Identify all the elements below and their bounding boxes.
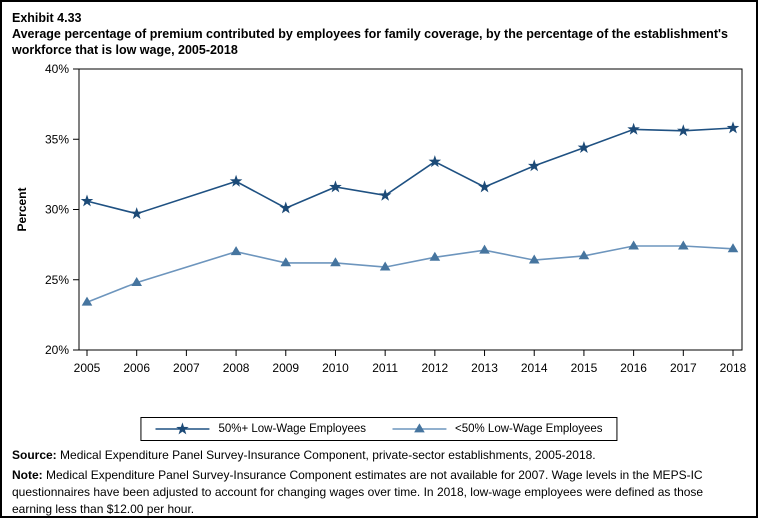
- triangle-marker: [628, 240, 639, 250]
- star-marker: [478, 180, 491, 193]
- triangle-marker: [131, 276, 142, 286]
- star-marker: [627, 122, 640, 135]
- y-tick-label: 40%: [45, 62, 69, 76]
- star-marker: [527, 159, 541, 172]
- triangle-marker: [330, 257, 341, 267]
- triangle-marker: [727, 243, 739, 253]
- star-marker: [428, 155, 442, 168]
- source-text: Medical Expenditure Panel Survey-Insuran…: [56, 448, 596, 462]
- x-tick-label: 2018: [720, 361, 747, 375]
- x-tick-label: 2009: [272, 361, 299, 375]
- note-label: Note:: [12, 468, 43, 482]
- y-tick-label: 20%: [45, 343, 69, 357]
- x-tick-label: 2006: [123, 361, 150, 375]
- star-marker: [378, 188, 392, 201]
- triangle-marker: [230, 246, 242, 256]
- triangle-marker: [578, 250, 590, 260]
- legend-label: <50% Low-Wage Employees: [455, 423, 603, 435]
- legend-item-0: 50%+ Low-Wage Employees: [155, 421, 366, 437]
- note-text: Medical Expenditure Panel Survey-Insuran…: [12, 468, 704, 516]
- triangle-marker: [678, 240, 689, 250]
- triangle-marker: [81, 296, 93, 306]
- x-tick-label: 2007: [173, 361, 200, 375]
- legend-key-triangle: [392, 423, 446, 433]
- triangle-marker: [379, 261, 391, 271]
- y-tick-label: 35%: [45, 132, 69, 146]
- star-marker: [130, 207, 143, 220]
- triangle-marker: [413, 423, 425, 433]
- star-marker: [726, 121, 740, 134]
- star-marker: [577, 141, 591, 154]
- x-tick-label: 2008: [223, 361, 250, 375]
- legend-item-1: <50% Low-Wage Employees: [392, 421, 603, 437]
- x-tick-label: 2012: [421, 361, 448, 375]
- legend: 50%+ Low-Wage Employees <50% Low-Wage Emp…: [140, 417, 618, 441]
- y-tick-label: 30%: [45, 203, 69, 217]
- methodology-note: Note: Medical Expenditure Panel Survey-I…: [12, 467, 746, 516]
- exhibit-label: Exhibit 4.33: [12, 11, 82, 25]
- star-marker: [176, 422, 189, 435]
- triangle-marker: [528, 254, 540, 264]
- x-tick-label: 2016: [620, 361, 647, 375]
- series-line: [86, 245, 734, 303]
- star-marker: [279, 201, 293, 214]
- x-tick-label: 2017: [670, 361, 697, 375]
- star-marker: [229, 174, 243, 187]
- series-line: [86, 127, 734, 215]
- triangle-marker: [479, 244, 490, 254]
- triangle-marker: [280, 257, 292, 267]
- x-axis: 2005 2006 2007 2008 2009 2010 2011 2012 2013 2014…: [74, 350, 747, 375]
- x-tick-label: 2013: [471, 361, 498, 375]
- x-tick-label: 2005: [74, 361, 101, 375]
- x-tick-label: 2010: [322, 361, 349, 375]
- y-axis: 20% 25% 30% 35% 40% Percent: [15, 62, 79, 357]
- plot-frame: [78, 68, 743, 351]
- x-tick-label: 2014: [521, 361, 548, 375]
- source-note: Source: Medical Expenditure Panel Survey…: [12, 447, 746, 464]
- star-marker: [677, 124, 690, 137]
- footer: Source: Medical Expenditure Panel Survey…: [12, 447, 746, 516]
- chart-title: Average percentage of premium contribute…: [12, 27, 728, 57]
- series-0: [80, 121, 740, 220]
- legend-label: 50%+ Low-Wage Employees: [218, 423, 366, 435]
- star-marker: [80, 194, 94, 207]
- source-label: Source:: [12, 448, 57, 462]
- y-axis-title: Percent: [15, 187, 29, 231]
- triangle-marker: [429, 251, 441, 261]
- y-tick-label: 25%: [45, 273, 69, 287]
- legend-key-star: [155, 422, 210, 435]
- x-tick-label: 2015: [571, 361, 598, 375]
- series-1: [81, 240, 739, 306]
- x-tick-label: 2011: [372, 361, 398, 375]
- star-marker: [329, 180, 342, 193]
- title-block: Exhibit 4.33 Average percentage of premi…: [12, 10, 742, 58]
